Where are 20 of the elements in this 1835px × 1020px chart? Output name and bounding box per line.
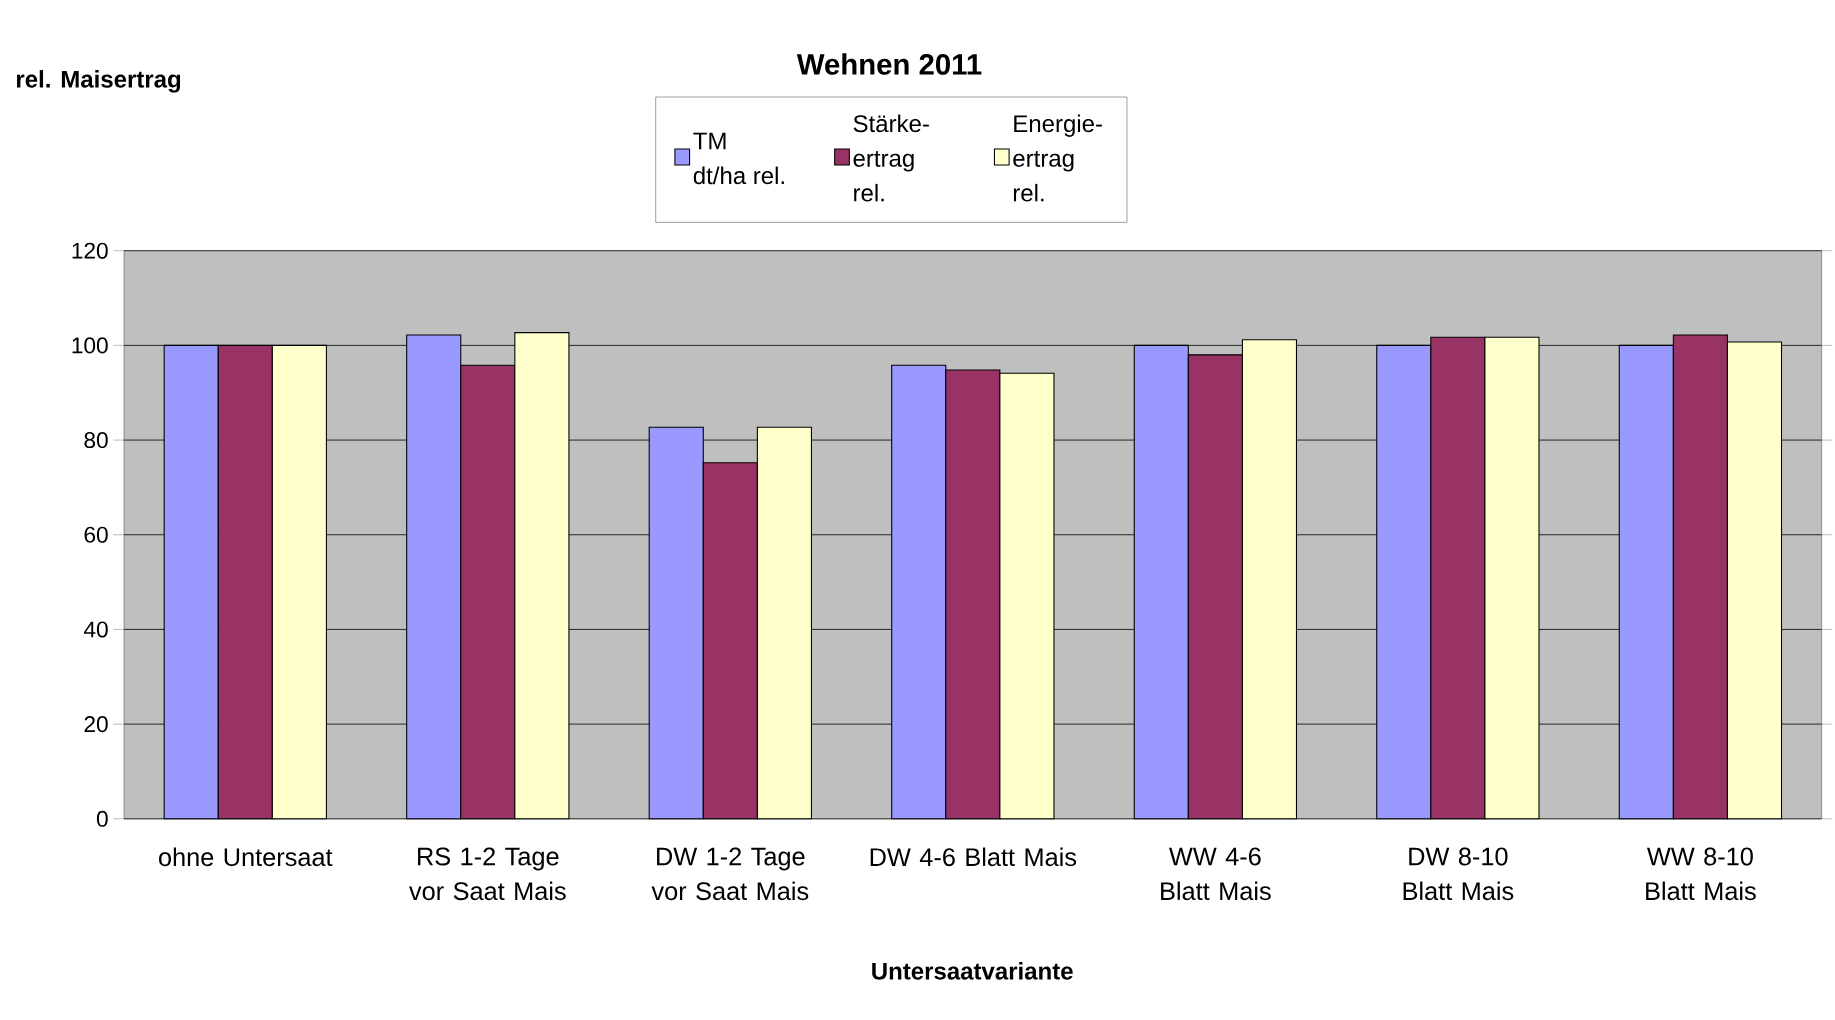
y-tick-label: 0 [96,810,108,827]
x-tick-label: DW 8-10 Blatt Mais [1403,847,1514,901]
x-tick-label: ohne Untersaat [159,847,333,867]
y-tick-label: 100 [72,337,108,354]
y-tick-label: 40 [83,621,108,638]
chart-title: Wehnen 2011 [796,53,982,75]
x-tick-label: WW 8-10 Blatt Mais [1646,847,1756,901]
y-tick-label: 80 [84,431,108,449]
y-tick-label: 60 [84,526,108,543]
x-tick-label: WW 4-6 Blatt Mais [1161,847,1271,901]
legend-label: Energie-ertrag rel. [1013,114,1102,202]
x-tick-label: DW 1-2 Tage vor Saat Mais [651,847,809,901]
y-tick-label: 20 [84,716,108,733]
y-tick-label: 120 [72,242,108,259]
legend-label: TM dt/ha rel. [693,132,784,185]
legend-label: Stärke-ertrag rel. [853,114,929,202]
x-axis-title: Untersaatvariante [872,961,1073,980]
text: rel. Maisertrag [16,70,181,93]
x-tick-label: DW 4-6 Blatt Mais [870,847,1077,867]
x-tick-label: RS 1-2 Tage vor Saat Mais [409,847,566,901]
